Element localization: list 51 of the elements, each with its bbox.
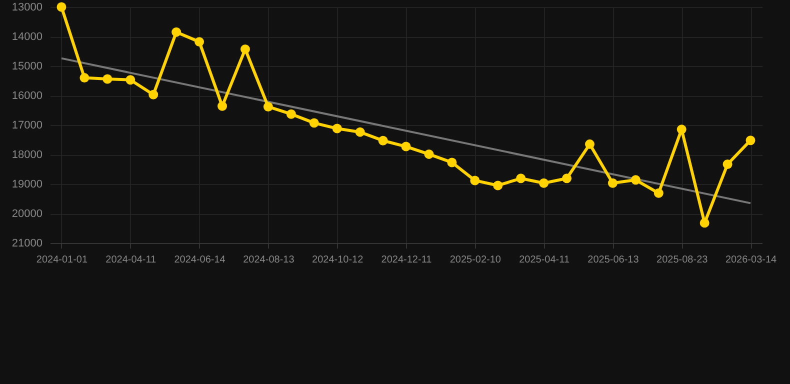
point bbox=[746, 136, 756, 146]
point bbox=[194, 37, 204, 47]
point bbox=[654, 188, 664, 198]
point bbox=[447, 158, 457, 168]
point bbox=[148, 90, 158, 100]
point bbox=[355, 127, 365, 137]
point bbox=[424, 149, 434, 159]
y-tick-label: 19000 bbox=[12, 178, 42, 190]
x-tick-label: 2025-04-11 bbox=[519, 254, 570, 266]
y-tick-label: 17000 bbox=[12, 120, 42, 132]
x-tick-label: 2026-03-14 bbox=[725, 254, 778, 266]
point bbox=[676, 124, 686, 134]
point bbox=[700, 218, 710, 228]
point bbox=[286, 109, 296, 119]
x-tick-label: 2025-08-23 bbox=[656, 254, 708, 266]
point bbox=[263, 102, 273, 112]
x-tick-label: 2025-02-10 bbox=[450, 254, 502, 266]
point bbox=[493, 180, 503, 190]
x-tick-label: 2024-04-11 bbox=[106, 254, 157, 266]
x-tick-label: 2024-06-14 bbox=[174, 254, 226, 266]
point bbox=[722, 160, 732, 169]
y-tick-label: 13000 bbox=[12, 2, 42, 14]
point bbox=[608, 178, 618, 188]
point bbox=[218, 101, 227, 111]
x-tick-label: 2025-06-13 bbox=[588, 254, 640, 266]
point bbox=[56, 2, 66, 12]
point bbox=[378, 136, 388, 146]
point bbox=[585, 139, 594, 149]
x-tick-label: 2024-01-01 bbox=[36, 254, 88, 266]
point bbox=[240, 44, 250, 54]
point bbox=[172, 27, 182, 37]
y-tick-label: 14000 bbox=[12, 31, 42, 43]
x-tick-label: 2024-10-12 bbox=[312, 254, 364, 266]
y-tick-label: 20000 bbox=[12, 208, 42, 220]
point bbox=[309, 118, 319, 128]
y-tick-label: 15000 bbox=[12, 60, 42, 72]
point bbox=[630, 175, 640, 185]
point bbox=[562, 174, 572, 184]
x-tick-label: 2024-08-13 bbox=[243, 254, 295, 266]
x-tick-label: 2024-12-11 bbox=[381, 254, 432, 266]
point bbox=[401, 142, 411, 152]
point bbox=[102, 74, 112, 84]
y-tick-label: 16000 bbox=[12, 90, 42, 102]
point bbox=[470, 176, 480, 186]
point bbox=[332, 124, 342, 134]
point bbox=[539, 178, 549, 188]
point bbox=[80, 73, 90, 83]
y-tick-label: 21000 bbox=[12, 238, 42, 250]
point bbox=[126, 75, 136, 85]
point bbox=[516, 174, 526, 184]
y-tick-label: 18000 bbox=[12, 149, 42, 161]
